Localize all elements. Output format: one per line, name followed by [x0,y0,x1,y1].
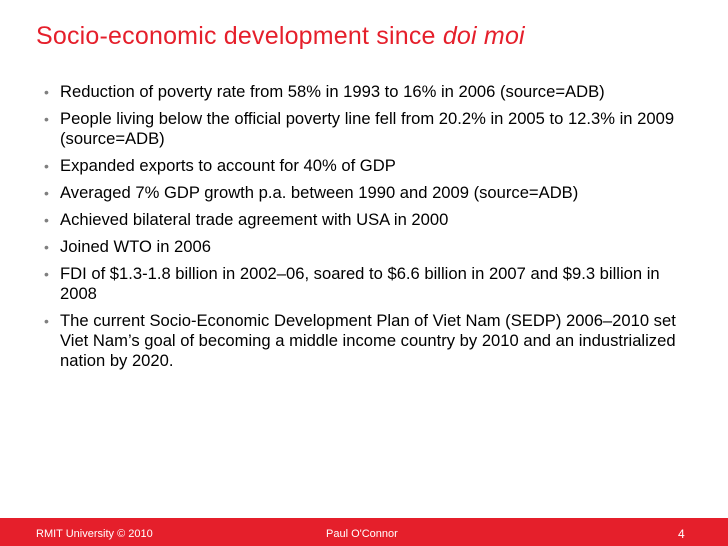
bullet-item: • The current Socio-Economic Development … [44,311,694,371]
footer-bar: RMIT University © 2010 Paul O'Connor 4 [0,518,728,546]
title-text: Socio-economic development since [36,22,443,50]
bullet-dot-icon: • [44,185,49,201]
footer-copyright: RMIT University © 2010 [36,528,153,540]
bullet-item: • Expanded exports to account for 40% of … [44,156,694,176]
bullet-dot-icon: • [44,158,49,174]
bullet-list: • Reduction of poverty rate from 58% in 1… [44,82,694,378]
bullet-dot-icon: • [44,266,49,282]
bullet-dot-icon: • [44,239,49,255]
slide-title: Socio-economic development since doi moi [36,22,716,51]
bullet-text: Reduction of poverty rate from 58% in 19… [60,82,605,101]
bullet-dot-icon: • [44,313,49,329]
bullet-item: • Achieved bilateral trade agreement with… [44,210,694,230]
bullet-text: Averaged 7% GDP growth p.a. between 1990… [60,183,579,202]
title-emphasis: doi moi [442,22,525,50]
footer-author: Paul O'Connor [326,528,398,540]
bullet-item: • Joined WTO in 2006 [44,237,694,257]
bullet-item: • FDI of $1.3-1.8 billion in 2002–06, soa… [44,264,694,304]
bullet-text: Joined WTO in 2006 [60,237,211,256]
bullet-item: • People living below the official povert… [44,109,694,149]
bullet-text: Expanded exports to account for 40% of G… [60,156,396,175]
bullet-item: • Averaged 7% GDP growth p.a. between 199… [44,183,694,203]
bullet-dot-icon: • [44,84,49,100]
bullet-text: The current Socio-Economic Development P… [60,311,676,370]
page-number: 4 [678,527,685,541]
bullet-text: People living below the official poverty… [60,109,675,148]
bullet-dot-icon: • [44,111,49,127]
bullet-item: • Reduction of poverty rate from 58% in 1… [44,82,694,102]
bullet-text: FDI of $1.3-1.8 billion in 2002–06, soar… [60,264,660,303]
bullet-dot-icon: • [44,212,49,228]
bullet-text: Achieved bilateral trade agreement with … [60,210,449,229]
